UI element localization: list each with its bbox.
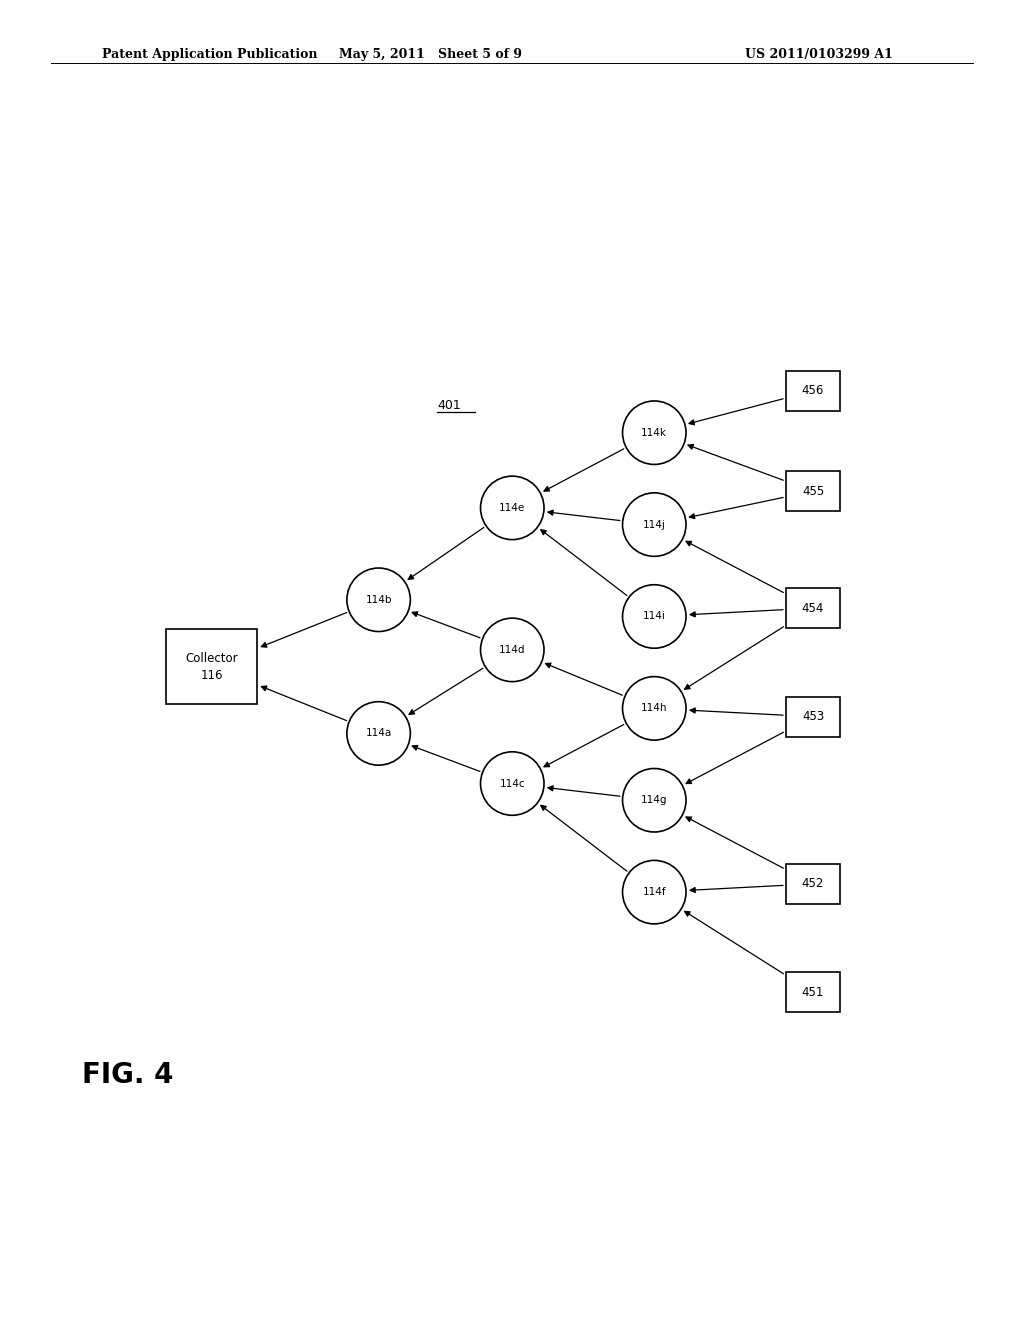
Text: 114a: 114a — [366, 729, 392, 738]
Circle shape — [623, 492, 686, 556]
Text: 114b: 114b — [366, 595, 392, 605]
Text: 114h: 114h — [641, 704, 668, 713]
Bar — [785, 371, 840, 411]
Text: 114c: 114c — [500, 779, 525, 788]
Circle shape — [623, 677, 686, 741]
Text: 114e: 114e — [499, 503, 525, 513]
Text: 452: 452 — [802, 878, 824, 890]
Bar — [785, 471, 840, 511]
Circle shape — [623, 768, 686, 832]
Circle shape — [623, 401, 686, 465]
Text: US 2011/0103299 A1: US 2011/0103299 A1 — [745, 48, 893, 61]
Circle shape — [347, 702, 411, 766]
Text: 455: 455 — [802, 484, 824, 498]
Text: 114d: 114d — [499, 645, 525, 655]
Text: 456: 456 — [802, 384, 824, 397]
Text: Collector
116: Collector 116 — [185, 652, 238, 681]
Circle shape — [623, 861, 686, 924]
Bar — [785, 697, 840, 737]
Text: 451: 451 — [802, 986, 824, 999]
Text: May 5, 2011   Sheet 5 of 9: May 5, 2011 Sheet 5 of 9 — [339, 48, 521, 61]
Text: 114i: 114i — [643, 611, 666, 622]
Text: FIG. 4: FIG. 4 — [82, 1061, 173, 1089]
Text: Patent Application Publication: Patent Application Publication — [102, 48, 317, 61]
Bar — [785, 589, 840, 628]
Circle shape — [480, 477, 544, 540]
Circle shape — [480, 618, 544, 681]
Bar — [166, 630, 257, 704]
Bar — [785, 973, 840, 1012]
Text: 401: 401 — [437, 399, 461, 412]
Circle shape — [347, 568, 411, 631]
Text: 454: 454 — [802, 602, 824, 615]
Text: 114k: 114k — [641, 428, 668, 438]
Text: 114j: 114j — [643, 520, 666, 529]
Text: 453: 453 — [802, 710, 824, 723]
Text: 114g: 114g — [641, 795, 668, 805]
Text: 114f: 114f — [642, 887, 666, 898]
Bar — [785, 863, 840, 904]
Circle shape — [480, 752, 544, 816]
Circle shape — [623, 585, 686, 648]
